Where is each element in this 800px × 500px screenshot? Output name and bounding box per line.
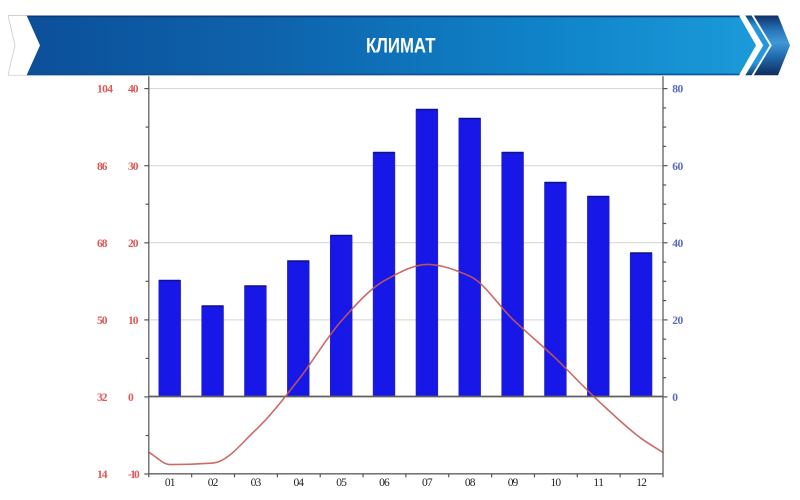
svg-text:-10: -10 bbox=[128, 469, 140, 481]
svg-text:20: 20 bbox=[672, 315, 683, 327]
svg-text:10: 10 bbox=[128, 315, 139, 327]
svg-text:104: 104 bbox=[97, 84, 113, 96]
svg-text:0: 0 bbox=[672, 392, 678, 404]
svg-text:68: 68 bbox=[97, 238, 108, 250]
svg-text:30: 30 bbox=[128, 161, 139, 173]
svg-text:05: 05 bbox=[336, 477, 347, 489]
svg-text:0: 0 bbox=[128, 392, 134, 404]
svg-text:07: 07 bbox=[422, 477, 433, 489]
svg-text:40: 40 bbox=[672, 238, 683, 250]
svg-text:08: 08 bbox=[465, 477, 476, 489]
svg-text:14: 14 bbox=[97, 469, 108, 481]
svg-text:03: 03 bbox=[251, 477, 262, 489]
svg-text:01: 01 bbox=[165, 477, 176, 489]
svg-text:12: 12 bbox=[636, 477, 647, 489]
svg-text:10: 10 bbox=[551, 477, 562, 489]
svg-text:КЛИМАТ: КЛИМАТ bbox=[366, 35, 436, 58]
svg-text:50: 50 bbox=[97, 315, 108, 327]
svg-text:09: 09 bbox=[508, 477, 519, 489]
svg-text:86: 86 bbox=[97, 161, 108, 173]
svg-text:60: 60 bbox=[672, 161, 683, 173]
svg-text:40: 40 bbox=[128, 84, 139, 96]
svg-text:04: 04 bbox=[293, 477, 304, 489]
svg-text:20: 20 bbox=[128, 238, 139, 250]
svg-text:32: 32 bbox=[97, 392, 108, 404]
svg-text:11: 11 bbox=[593, 477, 604, 489]
svg-text:02: 02 bbox=[208, 477, 219, 489]
svg-text:80: 80 bbox=[672, 84, 683, 96]
svg-text:06: 06 bbox=[379, 477, 390, 489]
